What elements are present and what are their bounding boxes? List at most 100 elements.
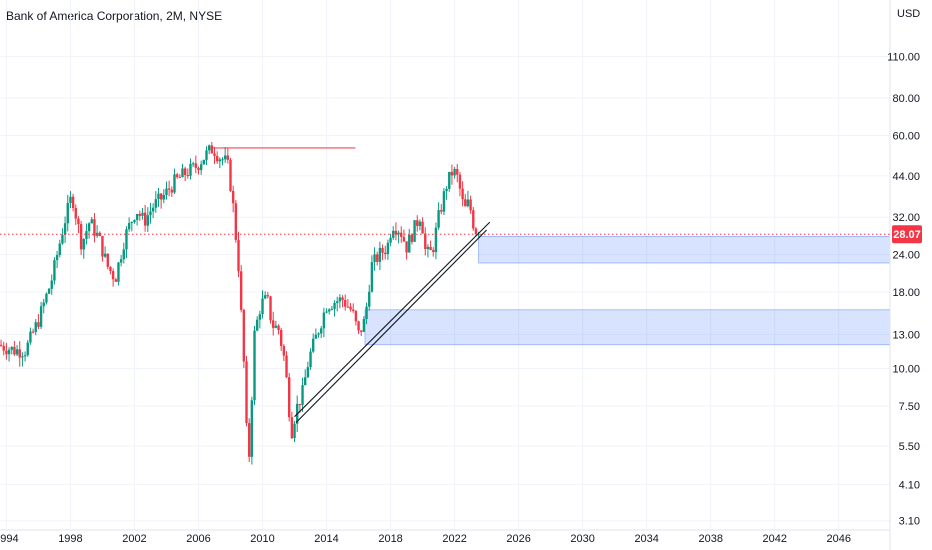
candle-body (173, 174, 176, 193)
candle-body (5, 350, 8, 355)
candle-body (26, 342, 29, 356)
candle-body (138, 214, 141, 216)
y-tick-label: 4.10 (899, 479, 920, 491)
candle-body (432, 250, 435, 253)
candle-body (170, 189, 174, 193)
y-tick-label: 60.00 (892, 130, 920, 142)
candle-body (263, 295, 267, 299)
candle-body (133, 219, 136, 223)
candle-body (466, 199, 470, 207)
candle-body (282, 346, 286, 356)
y-tick-label: 18.00 (892, 287, 920, 299)
candle-body (298, 403, 302, 405)
candle-body (456, 168, 459, 175)
candle-body (66, 202, 69, 224)
candle-body (239, 271, 243, 310)
candle-body (301, 385, 304, 405)
candle-body (61, 234, 64, 244)
candle-body (237, 239, 240, 272)
candle-body (42, 302, 45, 307)
candle-body (231, 190, 235, 204)
candle-body (101, 236, 104, 257)
x-tick-label: 2038 (698, 533, 722, 545)
candle-body (154, 199, 158, 208)
candle-body (434, 227, 438, 253)
candle-body (386, 242, 390, 255)
candle-body (352, 309, 355, 311)
candle-body (0, 344, 3, 346)
candle-body (445, 188, 448, 192)
candle-body (223, 155, 227, 160)
candle-body (34, 322, 37, 332)
candle-body (472, 210, 475, 229)
support-zone-lower (364, 309, 891, 346)
candle-body (317, 333, 320, 335)
candle-body (215, 156, 219, 162)
support-zone-upper (478, 236, 891, 264)
candle-body (45, 293, 48, 303)
candle-body (461, 188, 464, 200)
candle-body (39, 306, 43, 327)
candle-body (277, 325, 280, 330)
candle-body (247, 423, 251, 457)
candle-body (402, 236, 406, 242)
candle-body (31, 331, 35, 333)
x-tick-label: 2018 (378, 533, 402, 545)
candle-body (261, 298, 264, 315)
candle-body (258, 314, 262, 320)
x-tick-label: 2046 (827, 533, 851, 545)
candle-body (87, 223, 91, 232)
candle-body (354, 310, 358, 322)
candle-body (202, 159, 206, 165)
candle-body (410, 234, 414, 242)
candle-body (82, 239, 85, 250)
candle-body (77, 218, 80, 225)
last-price-label: 28.07 (893, 229, 921, 241)
candle-body (197, 167, 200, 171)
candle-body (146, 215, 149, 226)
y-tick-label: 44.00 (892, 171, 920, 183)
candle-body (389, 237, 392, 243)
candle-body (55, 255, 59, 261)
y-tick-label: 5.50 (899, 441, 920, 453)
x-tick-label: 2014 (314, 533, 338, 545)
candle-body (477, 234, 480, 236)
y-tick-label: 10.00 (892, 363, 920, 375)
candle-body (125, 229, 128, 250)
y-tick-label: 3.10 (899, 516, 920, 528)
candle-body (469, 199, 472, 211)
candle-body (178, 176, 182, 178)
y-tick-label: 80.00 (892, 93, 920, 105)
x-tick-label: 1994 (0, 533, 19, 545)
candle-body (58, 243, 61, 256)
candle-body (330, 308, 334, 310)
candle-body (306, 367, 310, 378)
candle-body (122, 249, 125, 260)
candle-body (450, 171, 454, 176)
x-tick-label: 2030 (570, 533, 594, 545)
candle-body (381, 247, 384, 253)
x-tick-label: 2010 (250, 533, 274, 545)
candle-body (408, 234, 411, 253)
candle-body (207, 145, 211, 151)
candle-body (293, 423, 296, 439)
candle-body (79, 224, 83, 250)
candle-body (10, 346, 13, 350)
candle-body (269, 296, 272, 321)
candle-body (175, 174, 179, 177)
candle-body (344, 299, 347, 307)
candle-body (349, 306, 352, 310)
candle-body (103, 253, 107, 257)
y-tick-label: 110.00 (887, 52, 920, 64)
candle-body (464, 199, 467, 207)
candle-body (218, 159, 222, 162)
candle-body (109, 266, 112, 272)
candle-body (328, 309, 331, 312)
x-tick-label: 2022 (442, 533, 466, 545)
candle-body (165, 188, 168, 196)
candle-body (71, 196, 75, 208)
candle-body (221, 159, 224, 161)
candle-body (333, 303, 336, 309)
candle-body (191, 163, 195, 165)
